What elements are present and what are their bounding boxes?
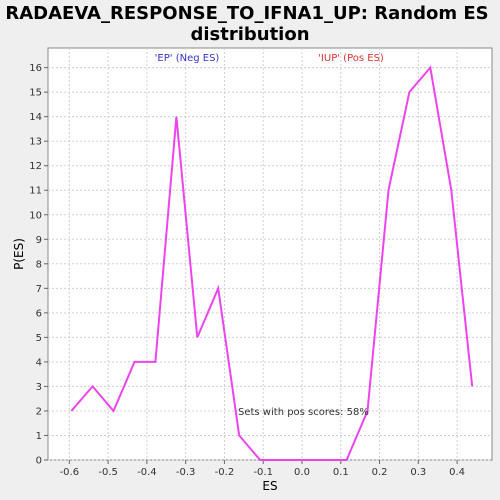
x-tick-label: 0.0 — [294, 467, 310, 478]
y-tick-label: 3 — [36, 382, 42, 393]
neg-es-label: 'EP' (Neg ES) — [155, 53, 220, 64]
x-tick-label: 0.4 — [449, 467, 465, 478]
plot-area — [47, 47, 493, 461]
x-tick-label: -0.6 — [60, 467, 80, 478]
y-tick-label: 6 — [36, 308, 42, 319]
x-axis: -0.6 -0.5 -0.4 -0.3 -0.2 -0.1 0.0 0.1 0.2 0.3 0.4 — [60, 460, 465, 478]
pos-es-label: 'IUP' (Pos ES) — [318, 53, 384, 64]
y-tick-label: 7 — [36, 284, 42, 295]
y-tick-label: 9 — [36, 235, 42, 246]
y-tick-label: 0 — [36, 456, 42, 467]
y-tick-label: 11 — [29, 186, 42, 197]
x-tick-label: -0.2 — [215, 467, 235, 478]
y-axis-label: P(ES) — [12, 238, 26, 270]
y-tick-label: 15 — [29, 88, 42, 99]
y-tick-label: 4 — [36, 357, 42, 368]
chart-title-line-1: RADAEVA_RESPONSE_TO_IFNA1_UP: Random ES — [5, 3, 488, 24]
series-line — [70, 65, 474, 461]
x-tick-label: -0.5 — [98, 467, 118, 478]
x-tick-label: -0.4 — [137, 467, 157, 478]
x-axis-label: ES — [262, 479, 277, 493]
y-tick-label: 10 — [29, 210, 42, 221]
y-tick-label: 5 — [36, 333, 42, 344]
grid — [48, 48, 492, 461]
y-tick-label: 14 — [29, 112, 42, 123]
x-tick-label: 0.2 — [372, 467, 388, 478]
x-tick-label: 0.1 — [333, 467, 349, 478]
x-tick-label: 0.3 — [410, 467, 426, 478]
x-tick-label: -0.3 — [176, 467, 196, 478]
y-tick-label: 8 — [36, 259, 42, 270]
y-tick-label: 12 — [29, 161, 42, 172]
pos-scores-annotation: Sets with pos scores: 58% — [238, 407, 369, 418]
y-tick-label: 13 — [29, 137, 42, 148]
y-tick-label: 2 — [36, 406, 42, 417]
y-tick-label: 16 — [29, 63, 42, 74]
chart-title-line-2: distribution — [190, 24, 309, 45]
y-tick-label: 1 — [36, 431, 42, 442]
x-tick-label: -0.1 — [253, 467, 273, 478]
